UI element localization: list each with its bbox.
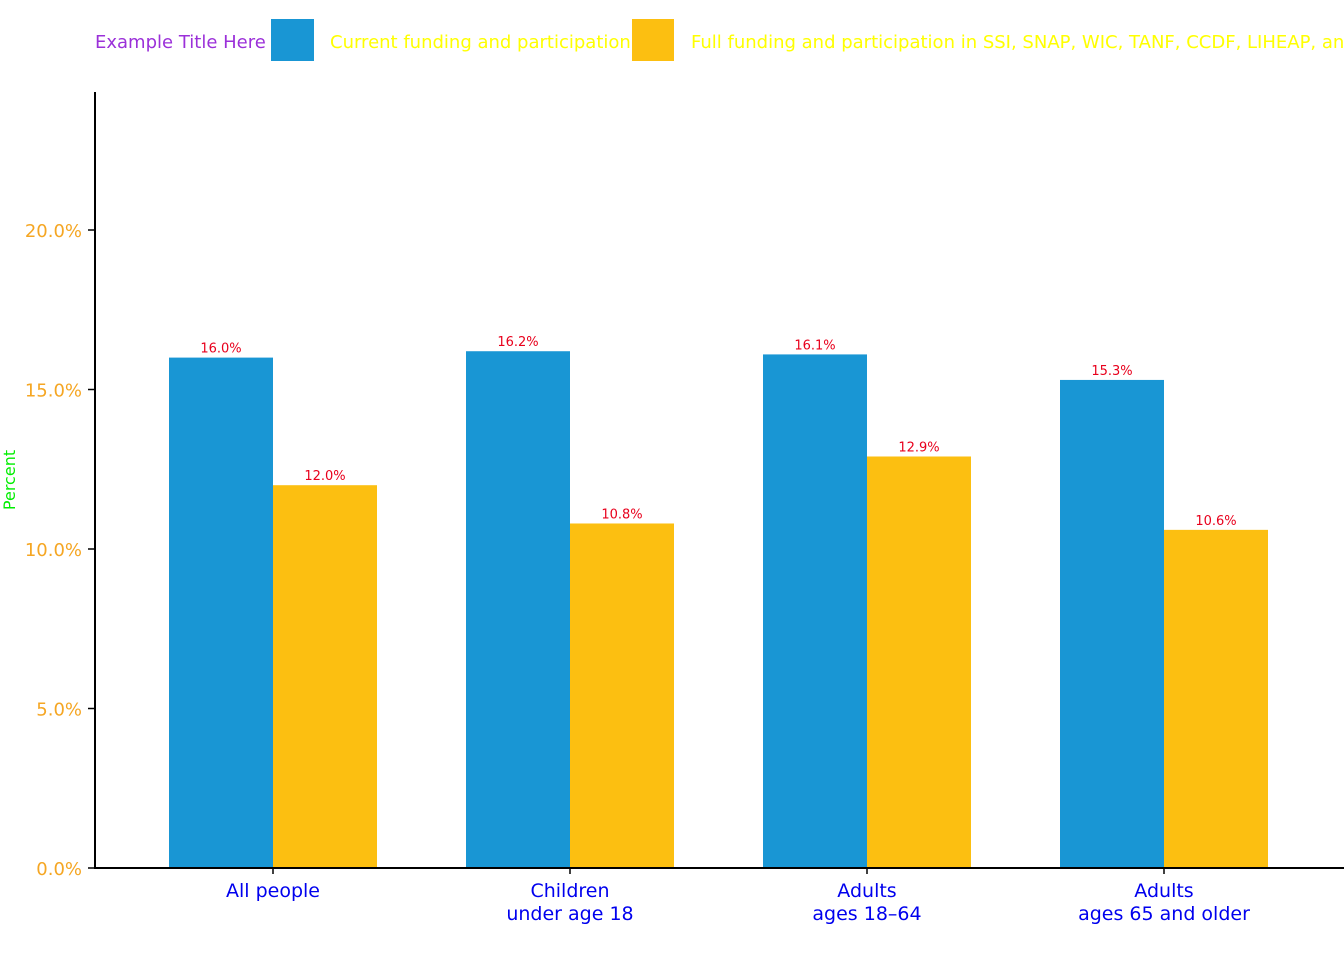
y-tick-label: 0.0%	[36, 859, 82, 880]
bar	[169, 357, 273, 868]
y-axis-ticks: 0.0% 5.0% 10.0% 15.0% 20.0%	[25, 221, 95, 880]
x-category-label: under age 18	[506, 903, 633, 925]
y-tick-label: 15.0%	[25, 381, 82, 402]
bar	[763, 354, 867, 868]
x-category-label: ages 65 and older	[1078, 903, 1250, 925]
x-category-label: Adults	[837, 880, 896, 902]
bar	[1060, 379, 1164, 868]
data-label: 16.0%	[200, 342, 241, 357]
chart-title: Example Title Here	[95, 32, 266, 53]
legend-label-full: Full funding and participation in SSI, S…	[691, 32, 1344, 53]
data-label: 10.6%	[1195, 514, 1236, 529]
legend-swatch-full	[632, 19, 674, 61]
bars	[169, 351, 1268, 869]
data-label: 16.1%	[794, 338, 835, 353]
y-tick-label: 10.0%	[25, 540, 82, 561]
data-label: 12.9%	[898, 440, 939, 455]
bar	[867, 456, 971, 868]
data-label: 10.8%	[601, 507, 642, 522]
data-label: 16.2%	[497, 335, 538, 350]
y-tick-label: 5.0%	[36, 700, 82, 721]
x-category-label: ages 18–64	[812, 903, 921, 925]
y-axis-label: Percent	[0, 450, 19, 510]
bar	[570, 523, 674, 868]
bar	[466, 351, 570, 869]
x-category-label: All people	[226, 880, 320, 902]
y-tick-label: 20.0%	[25, 221, 82, 242]
bar	[273, 485, 377, 868]
data-label: 12.0%	[304, 469, 345, 484]
legend-label-current: Current funding and participation	[330, 32, 631, 53]
bar	[1164, 529, 1268, 868]
data-label: 15.3%	[1091, 364, 1132, 379]
legend-swatch-current	[271, 19, 314, 61]
x-category-label: Adults	[1134, 880, 1193, 902]
legend: Example Title Here Current funding and p…	[95, 19, 1344, 61]
data-labels: 16.0% 12.0% 16.2% 10.8% 16.1% 12.9% 15.3% 10.6%	[200, 335, 1236, 529]
x-category-label: Children	[530, 880, 609, 902]
